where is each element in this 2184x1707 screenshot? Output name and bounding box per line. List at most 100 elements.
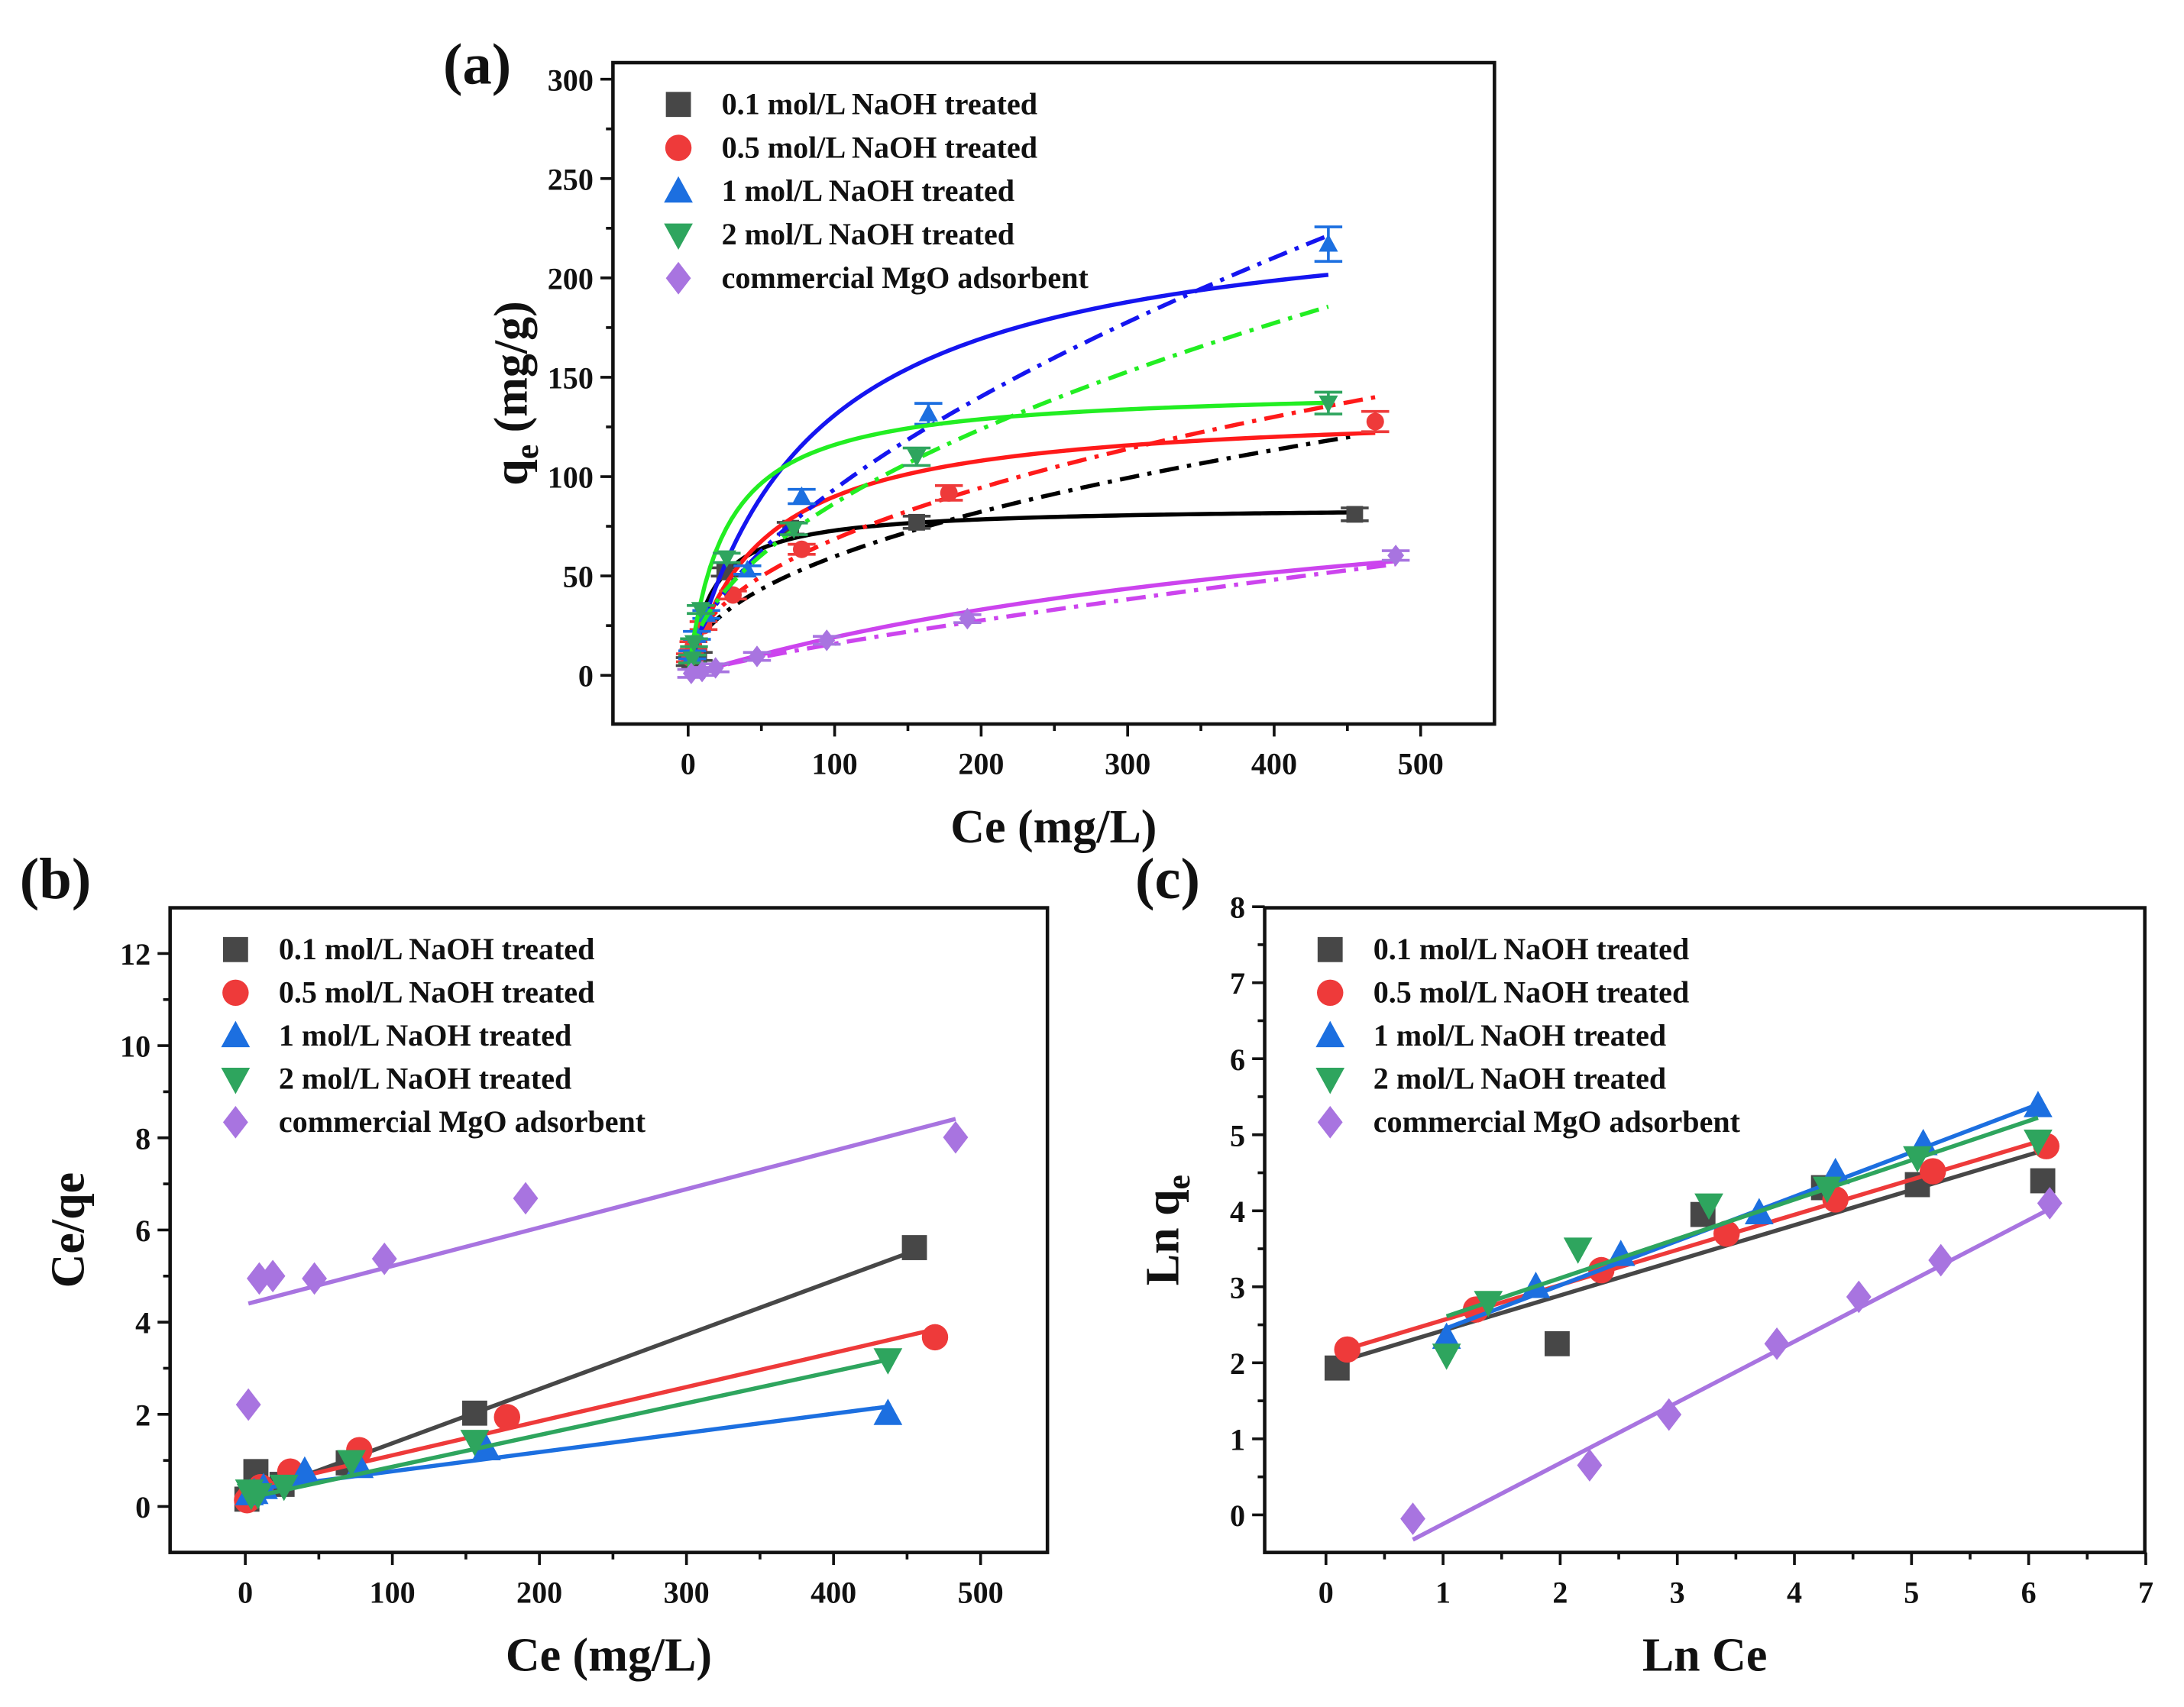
legend-marker <box>1317 936 1343 962</box>
langmuir-linear-fit <box>248 1117 956 1306</box>
legend-item: 0.5 mol/L NaOH treated <box>1317 975 1689 1010</box>
data-point <box>907 449 927 467</box>
y-axis-title-sub: e <box>1160 1175 1197 1189</box>
legend-label: 0.1 mol/L NaOH treated <box>722 86 1038 121</box>
legend-label: 0.5 mol/L NaOH treated <box>1373 975 1690 1010</box>
data-point <box>302 1262 328 1295</box>
legend-label: 2 mol/L NaOH treated <box>279 1062 571 1096</box>
legend-marker <box>222 936 248 962</box>
x-tick-label: 200 <box>516 1575 562 1609</box>
y-tick-label: 6 <box>135 1214 150 1248</box>
x-axis-title: Ce (mg/L) <box>506 1630 712 1682</box>
langmuir-fit-line <box>687 400 1328 671</box>
y-tick-label: 50 <box>563 560 594 594</box>
x-tick-label: 3 <box>1670 1575 1685 1609</box>
series-1 <box>234 1324 949 1514</box>
data-point <box>1928 1243 1954 1277</box>
x-tick-label: 0 <box>238 1575 253 1609</box>
data-point <box>873 1398 903 1425</box>
legend-marker <box>1317 1106 1343 1139</box>
legend: 0.1 mol/L NaOH treated 0.5 mol/L NaOH tre… <box>1315 932 1741 1139</box>
legend-label: 2 mol/L NaOH treated <box>722 217 1014 251</box>
data-point <box>243 1483 273 1510</box>
data-point <box>1563 1237 1593 1264</box>
legend: 0.1 mol/L NaOH treated 0.5 mol/L NaOH tre… <box>664 86 1089 295</box>
legend: 0.1 mol/L NaOH treated 0.5 mol/L NaOH tre… <box>221 932 646 1139</box>
legend-label: 0.1 mol/L NaOH treated <box>279 932 595 966</box>
y-tick-label: 0 <box>1230 1498 1245 1533</box>
y-tick-label: 5 <box>1230 1118 1245 1153</box>
x-tick-label: 5 <box>1904 1575 1919 1609</box>
legend-item: 2 mol/L NaOH treated <box>1315 1062 1666 1096</box>
data-point <box>2037 1187 2063 1220</box>
data-point <box>462 1400 487 1426</box>
data-point <box>749 645 765 668</box>
data-point <box>1545 1330 1570 1356</box>
legend-item: commercial MgO adsorbent <box>665 260 1089 295</box>
legend-item: commercial MgO adsorbent <box>222 1104 646 1139</box>
legend-item: 1 mol/L NaOH treated <box>221 1018 571 1052</box>
y-tick-label: 200 <box>548 261 594 296</box>
freundlich-fit-line <box>687 233 1329 668</box>
data-point <box>1919 1158 1946 1185</box>
legend-marker <box>221 1020 251 1048</box>
data-point <box>2024 1091 2053 1117</box>
x-tick-label: 1 <box>1435 1575 1451 1609</box>
legend-item: 2 mol/L NaOH treated <box>664 217 1014 251</box>
data-point <box>460 1430 490 1456</box>
data-point <box>1903 1146 1932 1173</box>
data-point <box>269 1474 299 1502</box>
series-4 <box>677 545 1410 684</box>
data-point <box>1334 1336 1361 1363</box>
series-1 <box>1334 1133 2059 1363</box>
legend-label: 0.1 mol/L NaOH treated <box>1373 932 1690 966</box>
legend-marker <box>222 1106 248 1139</box>
legend-marker <box>664 223 693 251</box>
data-point <box>873 1348 903 1375</box>
data-point <box>818 629 836 651</box>
x-tick-label: 6 <box>2021 1575 2037 1609</box>
legend-marker <box>664 176 693 203</box>
data-point <box>260 1259 286 1293</box>
langmuir-fit-line <box>688 559 1396 677</box>
legend-label: 0.5 mol/L NaOH treated <box>279 975 595 1010</box>
y-tick-label: 300 <box>548 63 594 97</box>
legend-marker <box>665 92 691 118</box>
y-tick-label: 6 <box>1230 1043 1245 1077</box>
y-tick-label: 8 <box>135 1121 150 1156</box>
y-tick-label: 10 <box>120 1030 150 1064</box>
legend-marker <box>1315 1020 1345 1048</box>
y-tick-label: 8 <box>1230 891 1245 925</box>
x-axis-title: Ln Ce <box>1642 1630 1768 1682</box>
data-point <box>1474 1291 1503 1317</box>
y-axis-title-sub: e <box>509 445 545 459</box>
data-point <box>940 483 958 502</box>
y-tick-label: 4 <box>135 1306 150 1340</box>
legend-item: commercial MgO adsorbent <box>1317 1104 1741 1139</box>
x-tick-label: 2 <box>1552 1575 1568 1609</box>
freundlich-linear-fit <box>1445 1115 2039 1318</box>
legend-marker <box>1317 979 1344 1007</box>
x-tick-label: 100 <box>370 1575 416 1609</box>
legend-label: commercial MgO adsorbent <box>279 1104 646 1139</box>
data-point <box>1694 1193 1723 1220</box>
legend-marker <box>221 1068 251 1094</box>
langmuir-linear-fit <box>248 1357 888 1500</box>
data-point <box>691 602 710 620</box>
data-point <box>1713 1220 1740 1247</box>
y-tick-label: 2 <box>135 1398 150 1432</box>
y-tick-label: 100 <box>548 461 594 495</box>
x-tick-label: 400 <box>1251 747 1297 781</box>
data-point <box>784 521 804 539</box>
legend-label: 1 mol/L NaOH treated <box>722 173 1014 208</box>
legend-marker <box>665 134 692 161</box>
y-tick-label: 150 <box>548 361 594 396</box>
legend-item: 0.1 mol/L NaOH treated <box>222 932 595 966</box>
x-tick-label: 400 <box>811 1575 856 1609</box>
data-point <box>901 1235 927 1260</box>
x-tick-label: 200 <box>958 747 1004 781</box>
data-point <box>737 560 757 578</box>
legend-marker <box>1315 1068 1345 1094</box>
y-axis-title-rest: (mg/g) <box>485 301 537 445</box>
